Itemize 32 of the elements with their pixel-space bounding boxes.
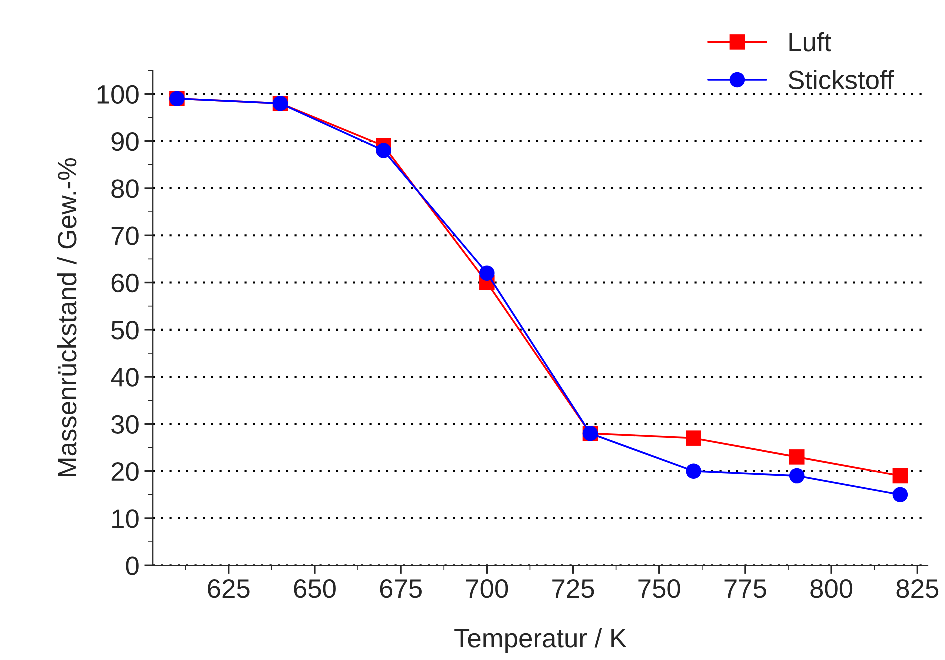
x-axis-title: Temperatur / K	[454, 628, 627, 654]
y-tick-label: 90	[112, 132, 139, 152]
y-tick-label: 10	[112, 510, 139, 528]
x-tick-label: 725	[552, 580, 594, 598]
legend-label: Stickstoff	[788, 70, 894, 90]
point	[686, 464, 702, 479]
x-tick-label: 800	[810, 580, 853, 598]
y-tick-label: 30	[112, 415, 139, 434]
point	[892, 487, 908, 503]
y-tick-label: 50	[112, 321, 139, 340]
y-tick-label: 70	[112, 226, 139, 246]
x-tick-label: 775	[724, 580, 766, 598]
point	[789, 468, 805, 484]
y-tick-label: 100	[98, 85, 139, 104]
point	[686, 430, 702, 446]
point	[480, 266, 495, 281]
x-tick-label: 675	[380, 580, 422, 598]
y-tick-label: 0	[126, 556, 139, 576]
x-tick-label: 700	[466, 580, 508, 598]
x-tick-label: 825	[896, 580, 939, 598]
y-tick-label: 40	[111, 368, 139, 387]
y-tick-label: 80	[112, 180, 139, 198]
x-tick-label: 625	[208, 580, 250, 598]
y-tick-label: 60	[112, 274, 139, 293]
point	[376, 143, 392, 158]
x-tick-label: 650	[294, 580, 336, 598]
point	[892, 468, 908, 484]
y-tick-label: 20	[112, 462, 139, 482]
legend-label: Luft	[790, 32, 832, 52]
x-tick-label: 750	[638, 580, 680, 598]
point	[789, 450, 805, 465]
y-axis-title: Massenrückstand / Gew.-%	[57, 158, 77, 477]
